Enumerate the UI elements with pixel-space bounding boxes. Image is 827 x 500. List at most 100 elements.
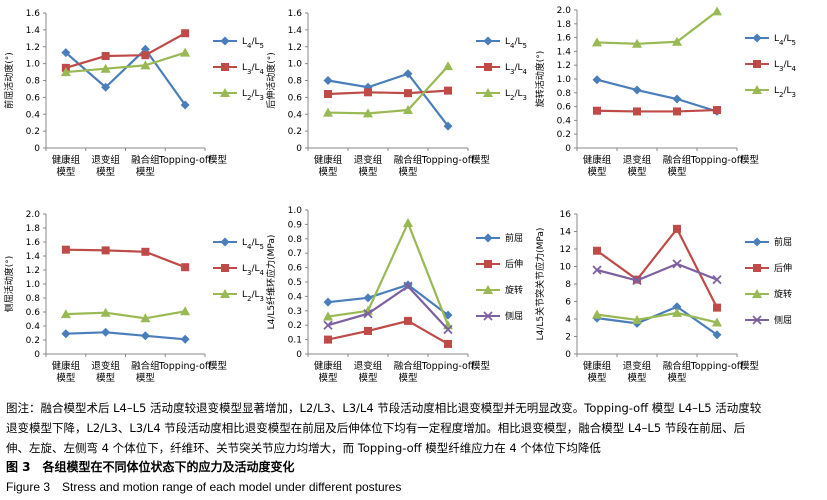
x-tick-label: 模型: [587, 372, 607, 384]
data-point: [324, 90, 332, 98]
legend-label: 侧屈: [774, 314, 792, 326]
legend-marker: [483, 88, 493, 97]
y-tick-label: 0.1: [288, 336, 302, 346]
x-tick-label: 退变组: [91, 154, 120, 166]
x-tick-label: 模型: [318, 372, 338, 384]
x-tick-label: 模型: [667, 372, 687, 384]
x-tick-label: 模型: [587, 166, 607, 178]
series-line: [327, 283, 449, 316]
data-point: [363, 309, 373, 319]
x-tick-label: 融合组: [131, 154, 160, 166]
y-tick-label: 1.8: [557, 20, 572, 30]
y-tick-label: 1.2: [26, 43, 40, 53]
legend-marker: [752, 85, 762, 94]
data-point: [443, 324, 453, 335]
x-axis-title: 模型: [208, 154, 228, 166]
data-point: [140, 331, 150, 341]
legend-label: 后伸: [505, 258, 523, 270]
series-line: [596, 262, 718, 282]
y-tick-label: 0.4: [557, 116, 572, 126]
data-point: [61, 329, 71, 339]
data-point: [444, 339, 452, 348]
series-line: [65, 310, 186, 320]
series-line: [596, 305, 718, 336]
data-point: [101, 82, 111, 92]
x-tick-label: 健康组: [52, 154, 81, 166]
y-tick-label: 0.8: [26, 294, 41, 304]
data-point: [593, 106, 601, 115]
figure-title-en: Figure 3 Stress and motion range of each…: [6, 480, 402, 494]
data-point: [443, 61, 453, 71]
series-line: [327, 220, 450, 326]
data-point: [403, 105, 413, 115]
series-line: [327, 72, 449, 127]
x-tick-label: 健康组: [583, 154, 612, 166]
chart-2: 00.20.40.60.81.01.21.41.6健康组模型退变组模型融合组模型…: [265, 9, 528, 178]
y-tick-label: 0: [296, 144, 302, 154]
data-point: [363, 108, 373, 118]
data-point: [403, 281, 413, 291]
data-point-stroke-b: [592, 265, 602, 275]
data-point: [633, 107, 641, 116]
y-tick-label: 0: [34, 144, 40, 154]
y-tick-label: 0.4: [26, 322, 41, 332]
legend-marker: [484, 63, 492, 71]
y-tick-label: 0: [34, 350, 40, 360]
series-line: [327, 284, 449, 331]
x-tick-label: 模型: [318, 166, 338, 178]
x-tick-label: 模型: [627, 166, 647, 178]
data-point: [403, 69, 413, 79]
y-tick-label: 2.0: [557, 6, 572, 16]
y-tick-label: 0: [565, 350, 571, 360]
legend-marker: [220, 36, 230, 46]
legend-marker: [752, 289, 762, 298]
x-tick-label: 融合组: [394, 154, 423, 166]
y-axis-title: 旋转活动度(°): [534, 51, 546, 108]
y-axis-title: 侧屈活动度(°): [3, 256, 15, 313]
x-tick-label: 退变组: [91, 360, 120, 372]
data-point: [673, 107, 681, 116]
y-tick-label: 1.4: [557, 47, 572, 57]
legend-marker: [753, 60, 761, 68]
data-point: [60, 67, 71, 77]
series-line: [327, 89, 449, 96]
data-point: [323, 76, 333, 85]
legend-marker: [221, 63, 229, 71]
data-point: [712, 274, 722, 285]
data-point: [632, 314, 642, 324]
x-tick-label: Topping-off: [158, 155, 212, 166]
data-point: [363, 293, 373, 303]
data-point: [140, 313, 151, 323]
data-point: [592, 75, 602, 85]
legend-label: L3/L4: [505, 63, 528, 76]
legend-label: 后伸: [774, 262, 792, 274]
y-tick-label: 2.0: [26, 210, 41, 220]
y-tick-label: 0.2: [557, 130, 571, 140]
x-tick-label: 模型: [56, 166, 76, 178]
y-tick-label: 0.2: [288, 127, 302, 137]
data-point: [713, 303, 721, 312]
y-tick-label: 1.6: [26, 9, 41, 19]
data-point: [592, 265, 602, 275]
y-tick-label: 1.0: [288, 206, 303, 216]
y-tick-label: 0.4: [288, 110, 303, 120]
data-point-stroke-b: [323, 320, 333, 330]
data-point: [180, 334, 190, 344]
legend-marker: [752, 315, 762, 325]
data-point: [632, 38, 642, 48]
x-tick-label: 健康组: [583, 360, 612, 372]
y-tick-label: 1.4: [288, 26, 303, 36]
legend-marker-stroke-b: [483, 311, 493, 321]
series-line: [65, 331, 186, 341]
y-axis-title: L4/L5纤维环应力(MPa): [265, 235, 277, 330]
data-point: [593, 246, 601, 255]
data-point: [672, 307, 682, 317]
data-point: [444, 86, 452, 95]
legend-marker-stroke-b: [752, 315, 762, 325]
y-axis-title: L4/L5关节突关节应力(MPa): [534, 228, 546, 341]
legend-label: L2/L3: [242, 89, 264, 102]
data-point-stroke-b: [443, 324, 453, 335]
y-tick-label: 0.6: [557, 103, 572, 113]
legend-marker: [483, 233, 493, 243]
y-tick-label: 14: [560, 228, 572, 238]
